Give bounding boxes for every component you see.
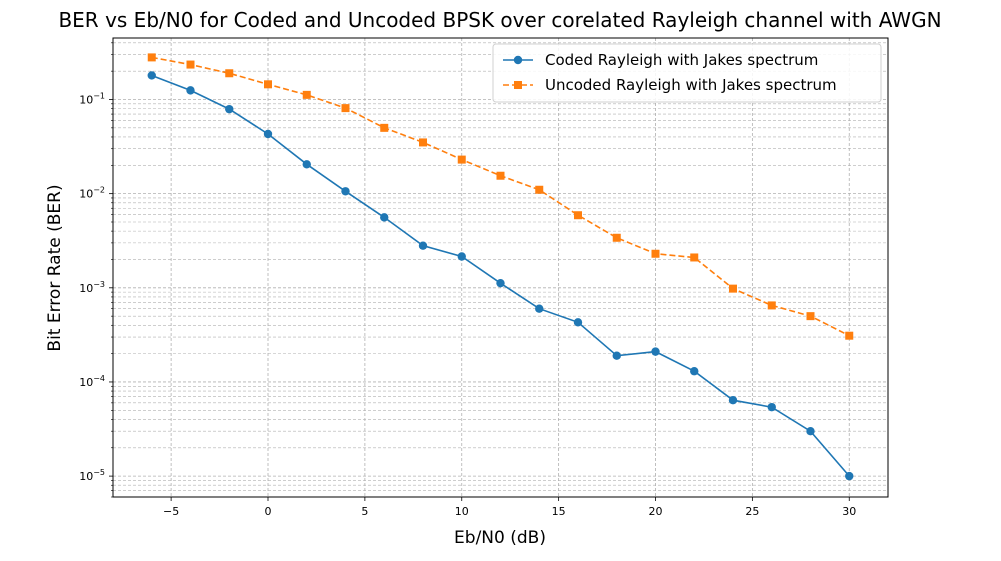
x-tick-label: 0 (265, 505, 272, 518)
x-tick-label: 5 (361, 505, 368, 518)
data-point (457, 252, 466, 261)
legend-marker (513, 55, 523, 65)
legend-box (492, 43, 882, 103)
data-point (574, 211, 582, 220)
y-tick-label: 10−5 (79, 468, 105, 483)
data-point (147, 53, 156, 62)
data-point (845, 331, 854, 340)
data-point (728, 396, 738, 405)
data-point (418, 241, 428, 250)
ticks: −5 0 5 10 15 20 25 30 10−5 10−4 10−3 10−2 10−1 (79, 42, 856, 518)
data-point (767, 402, 776, 412)
grid (113, 38, 888, 498)
series-layer (147, 53, 854, 481)
data-point (767, 301, 776, 310)
legend-label: Coded Rayleigh with Jakes spectrum (545, 51, 818, 69)
data-point (690, 253, 699, 262)
x-tick-label: 30 (842, 505, 856, 518)
data-point (341, 187, 350, 196)
data-point (302, 160, 311, 169)
data-point (690, 367, 699, 376)
data-point (264, 80, 272, 89)
data-point (186, 86, 195, 95)
data-point (651, 249, 660, 258)
chart-title: BER vs Eb/N0 for Coded and Uncoded BPSK … (58, 8, 941, 32)
data-point (302, 90, 311, 99)
plot-area (113, 38, 888, 497)
data-point (147, 71, 156, 80)
data-point (341, 104, 350, 113)
data-point (612, 233, 621, 242)
data-point (535, 185, 544, 194)
data-point (380, 213, 389, 222)
data-point (380, 123, 389, 132)
data-point (651, 347, 660, 356)
x-axis-label: Eb/N0 (dB) (454, 528, 546, 548)
data-point (612, 351, 621, 360)
y-tick-label: 10−4 (79, 374, 105, 389)
legend-marker (514, 81, 522, 89)
legend-label: Uncoded Rayleigh with Jakes spectrum (545, 76, 837, 94)
data-point (729, 284, 737, 293)
y-tick-label: 10−3 (79, 280, 105, 295)
y-axis-label: Bit Error Rate (BER) (45, 184, 65, 351)
data-point (806, 426, 815, 436)
data-point (225, 104, 234, 114)
data-point (496, 278, 505, 288)
series-1 (147, 71, 854, 481)
data-point (225, 69, 234, 78)
x-tick-label: 20 (649, 505, 663, 518)
data-point (496, 171, 505, 180)
data-point (186, 60, 195, 69)
x-tick-label: −5 (163, 505, 179, 518)
data-point (573, 318, 583, 327)
x-tick-label: 15 (552, 505, 566, 518)
data-point (845, 471, 854, 481)
axes-frame (112, 37, 889, 498)
x-tick-label: 10 (455, 505, 469, 518)
y-tick-label: 10−2 (79, 186, 105, 201)
data-point (535, 304, 544, 313)
legend: Coded Rayleigh with Jakes spectrum Uncode… (492, 43, 882, 103)
y-tick-label: 10−1 (79, 92, 105, 107)
x-tick-label: 25 (745, 505, 759, 518)
data-point (263, 129, 273, 139)
data-point (419, 138, 427, 147)
series-2 (147, 53, 854, 340)
data-point (806, 312, 815, 321)
data-point (457, 155, 466, 164)
